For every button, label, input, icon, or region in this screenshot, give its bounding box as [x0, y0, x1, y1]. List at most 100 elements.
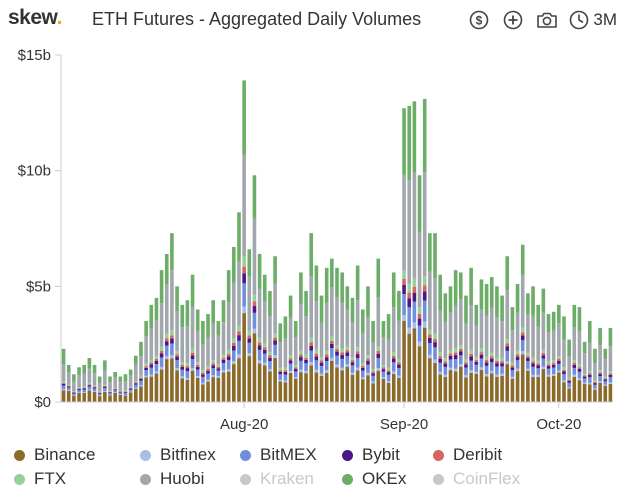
- bar-stack[interactable]: [108, 376, 112, 402]
- bar-stack[interactable]: [598, 327, 602, 402]
- bar-stack[interactable]: [577, 307, 582, 402]
- bar-stack[interactable]: [92, 364, 97, 402]
- bar-stack[interactable]: [448, 286, 453, 402]
- bar-stack[interactable]: [350, 297, 355, 402]
- legend-item-huobi[interactable]: Huobi: [140, 469, 240, 489]
- bar-stack[interactable]: [381, 321, 386, 402]
- add-button[interactable]: [501, 8, 525, 32]
- bar-stack[interactable]: [123, 374, 128, 402]
- bar-stack[interactable]: [459, 272, 463, 402]
- bar-stack[interactable]: [557, 304, 561, 402]
- bar-stack[interactable]: [252, 175, 257, 402]
- bar-stack[interactable]: [469, 267, 473, 402]
- bar-stack[interactable]: [433, 233, 437, 402]
- bar-stack[interactable]: [572, 304, 577, 402]
- bar-stack[interactable]: [484, 284, 489, 402]
- bar-stack[interactable]: [546, 314, 551, 402]
- bar-stack[interactable]: [206, 314, 210, 402]
- bar-stack[interactable]: [118, 376, 123, 402]
- bar-stack[interactable]: [180, 304, 185, 402]
- bar-stack[interactable]: [97, 376, 102, 402]
- bar-stack[interactable]: [479, 279, 484, 402]
- bar-stack[interactable]: [355, 265, 360, 402]
- bar-stack[interactable]: [299, 272, 303, 402]
- bar-stack[interactable]: [170, 233, 174, 402]
- bar-stack[interactable]: [66, 364, 71, 402]
- bar-stack[interactable]: [510, 307, 515, 402]
- bar-stack[interactable]: [407, 105, 412, 402]
- bar-stack[interactable]: [402, 108, 406, 402]
- bar-stack[interactable]: [536, 304, 540, 402]
- bar-stack[interactable]: [453, 270, 458, 402]
- bar-stack[interactable]: [391, 272, 396, 402]
- legend-item-ftx[interactable]: FTX: [14, 469, 140, 489]
- bar-stack[interactable]: [278, 323, 283, 402]
- bar-stack[interactable]: [397, 290, 401, 402]
- time-range-selector[interactable]: 3M: [569, 10, 617, 30]
- bar-stack[interactable]: [134, 355, 138, 402]
- bar-stack[interactable]: [216, 321, 221, 402]
- bar-stack[interactable]: [608, 327, 613, 402]
- bar-stack[interactable]: [61, 348, 66, 402]
- bar-stack[interactable]: [144, 321, 148, 402]
- bar-stack[interactable]: [304, 290, 308, 402]
- bar-stack[interactable]: [417, 175, 422, 402]
- bar-stack[interactable]: [603, 348, 608, 402]
- bar-stack[interactable]: [495, 286, 499, 402]
- screenshot-button[interactable]: [535, 8, 559, 32]
- bar-stack[interactable]: [582, 341, 587, 402]
- bar-stack[interactable]: [489, 277, 494, 402]
- bar-stack[interactable]: [175, 286, 179, 402]
- bar-stack[interactable]: [371, 321, 375, 402]
- bar-stack[interactable]: [273, 256, 277, 402]
- bar-stack[interactable]: [262, 274, 267, 402]
- bar-stack[interactable]: [541, 288, 546, 402]
- bar-stack[interactable]: [474, 304, 479, 402]
- bar-stack[interactable]: [531, 286, 535, 402]
- bar-stack[interactable]: [185, 300, 190, 402]
- bar-stack[interactable]: [562, 316, 566, 402]
- bar-stack[interactable]: [376, 258, 381, 402]
- bar-stack[interactable]: [237, 212, 241, 402]
- bar-stack[interactable]: [232, 247, 236, 402]
- bar-stack[interactable]: [500, 295, 504, 402]
- bar-stack[interactable]: [190, 274, 195, 402]
- bar-stack[interactable]: [526, 293, 530, 402]
- legend-item-binance[interactable]: Binance: [14, 445, 140, 465]
- bar-stack[interactable]: [443, 293, 448, 402]
- bar-stack[interactable]: [242, 80, 246, 402]
- bar-stack[interactable]: [360, 309, 365, 402]
- bar-stack[interactable]: [257, 253, 262, 402]
- bar-stack[interactable]: [221, 300, 226, 402]
- bar-stack[interactable]: [247, 249, 252, 402]
- bar-stack[interactable]: [149, 304, 154, 402]
- bar-stack[interactable]: [159, 270, 164, 402]
- bar-stack[interactable]: [345, 286, 350, 402]
- bar-stack[interactable]: [520, 244, 525, 402]
- bar-stack[interactable]: [515, 284, 520, 402]
- bar-stack[interactable]: [593, 348, 597, 402]
- bar-stack[interactable]: [428, 233, 432, 402]
- bar-stack[interactable]: [293, 321, 298, 402]
- bar-stack[interactable]: [87, 358, 92, 402]
- bar-stack[interactable]: [335, 267, 339, 402]
- bar-stack[interactable]: [412, 101, 417, 402]
- bar-stack[interactable]: [366, 286, 370, 402]
- bar-stack[interactable]: [154, 297, 159, 402]
- bar-stack[interactable]: [324, 267, 329, 402]
- legend-item-deribit[interactable]: Deribit: [433, 445, 533, 465]
- bar-stack[interactable]: [139, 341, 143, 402]
- bar-stack[interactable]: [386, 314, 391, 402]
- legend-item-coinflex[interactable]: CoinFlex: [433, 469, 533, 489]
- bar-stack[interactable]: [288, 295, 293, 402]
- bar-stack[interactable]: [330, 258, 334, 402]
- bar-stack[interactable]: [164, 253, 169, 402]
- legend-item-bitfinex[interactable]: Bitfinex: [140, 445, 240, 465]
- skew-logo[interactable]: skew.: [8, 6, 62, 30]
- bar-stack[interactable]: [268, 290, 272, 402]
- legend-item-okex[interactable]: OKEx: [342, 469, 433, 489]
- bar-stack[interactable]: [438, 274, 442, 402]
- bar-stack[interactable]: [103, 360, 107, 402]
- bar-stack[interactable]: [226, 270, 231, 402]
- bar-stack[interactable]: [211, 300, 215, 402]
